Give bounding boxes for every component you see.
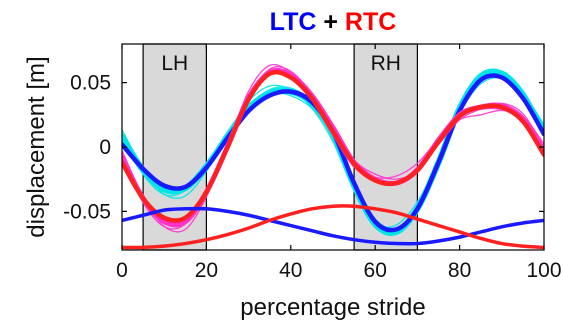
- series-line-rtc-low-curve: [122, 204, 544, 250]
- x-tick-label: 0: [116, 259, 128, 282]
- y-axis-title: displacement [m]: [23, 56, 50, 237]
- y-tick-label: 0.05: [70, 72, 111, 95]
- x-tick-label: 60: [364, 259, 387, 282]
- series-line-ltc-low-curve: [122, 206, 544, 246]
- title-ltc: LTC: [270, 8, 317, 36]
- title-plus: +: [316, 8, 345, 36]
- x-tick-label: 100: [526, 259, 561, 282]
- x-tick-label: 80: [448, 259, 471, 282]
- x-axis-ticks: 0 20 40 60 80 100: [116, 44, 562, 282]
- series-line-rtc-mean: [122, 69, 544, 223]
- series-line-ltc-trials-trace: [122, 77, 544, 228]
- shaded-region-label-rh: RH: [371, 52, 401, 75]
- title-rtc: RTC: [345, 8, 396, 36]
- series-lines: [122, 63, 544, 250]
- y-tick-label: -0.05: [63, 200, 111, 223]
- chart-title: LTC + RTC: [270, 8, 397, 36]
- y-tick-label: 0: [99, 136, 111, 159]
- shaded-region-labels: LH RH: [161, 52, 401, 75]
- x-tick-label: 40: [279, 259, 302, 282]
- x-tick-label: 20: [195, 259, 218, 282]
- x-axis-title: percentage stride: [240, 294, 425, 321]
- shaded-region-label-lh: LH: [161, 52, 188, 75]
- y-axis-ticks: 0.05 0 -0.05: [63, 72, 544, 223]
